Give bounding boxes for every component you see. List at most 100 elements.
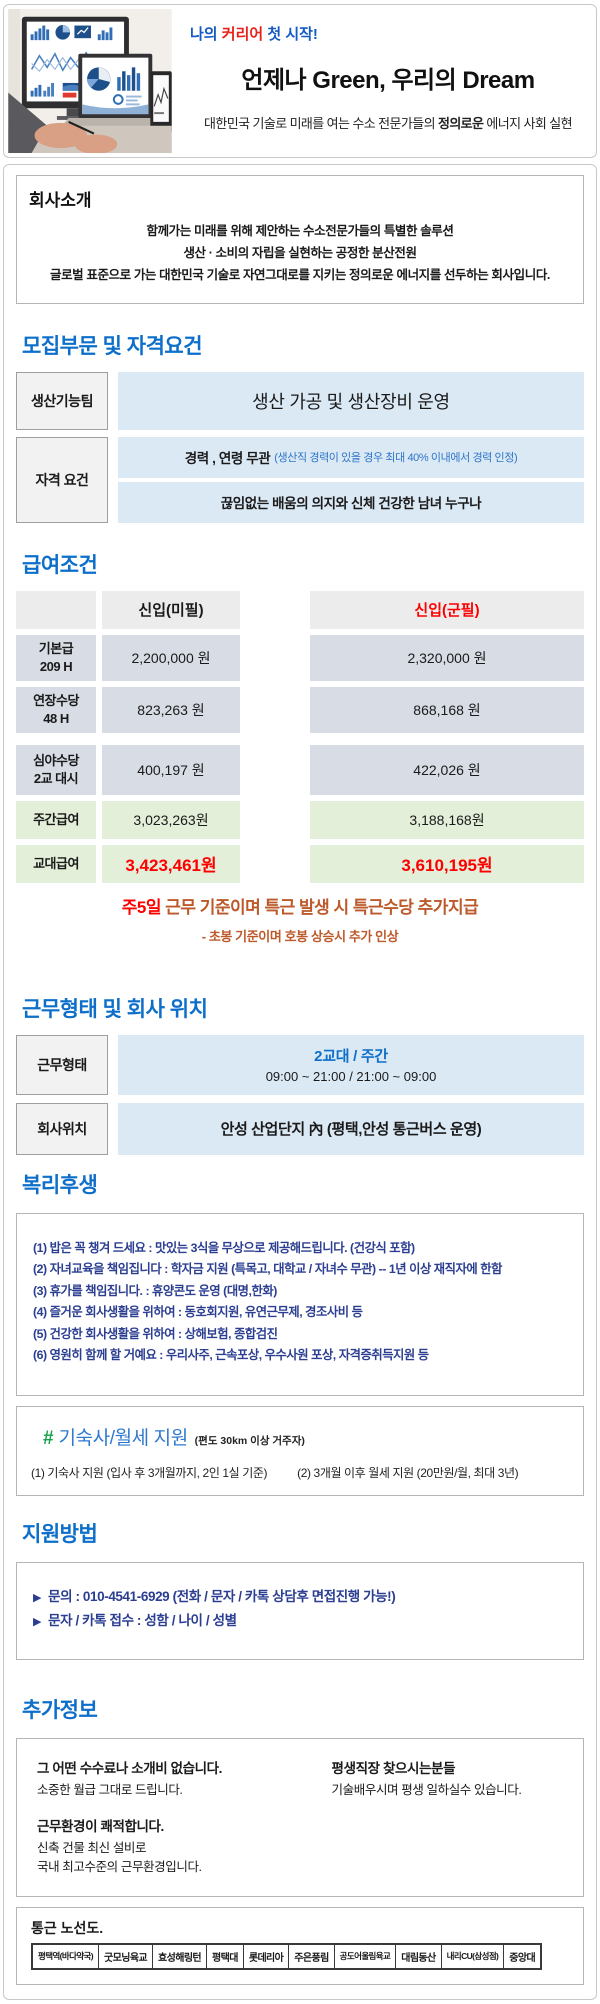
company-intro-title: 회사소개 <box>29 191 92 210</box>
route-stop-9: 내리CU(삼성점) <box>440 1943 505 1970</box>
route-stop-5: 롯데리아 <box>242 1943 290 1970</box>
night-label-line1: 심야수당 <box>33 753 79 769</box>
salary-row-shift-total: 교대급여 3,423,461원 3,610,195원 <box>16 844 584 883</box>
work-location-value: 안성 산업단지 內 (평택,안성 통근버스 운영) <box>118 1102 584 1155</box>
day-total-label: 주간급여 <box>16 800 96 839</box>
recruit-qual-values: 경력 , 연령 무관 (생산직 경력이 있을 경우 최대 40% 이내에서 경력 … <box>118 436 584 523</box>
tagline-part1: 나의 <box>190 26 222 43</box>
extra-section-title: 추가정보 <box>22 1699 98 1723</box>
salary-row-night: 심야수당 2교 대시 400,197 원 422,026 원 <box>16 744 584 795</box>
lifetime-job-title: 평생직장 찾으시는분들 <box>331 1761 456 1777</box>
benefit-item-6: (6) 영원히 함께 할 거예요 : 우리사주, 근속포상, 우수사원 포상, … <box>33 1348 429 1363</box>
overtime-label: 연장수당 48 H <box>16 686 96 733</box>
salary-header-row: 신입(미필) 신입(군필) <box>16 590 584 629</box>
extra-left-column: 그 어떤 수수료나 소개비 없습니다. 소중한 월급 그대로 드립니다. 근무환… <box>37 1757 332 1875</box>
tagline-part2: 커리어 <box>221 26 264 43</box>
route-stop-3: 효성해링턴 <box>152 1943 208 1970</box>
extra-no-fee-block: 그 어떤 수수료나 소개비 없습니다. 소중한 월급 그대로 드립니다. <box>37 1757 332 1799</box>
environment-body-1: 신축 건물 최신 설비로 <box>37 1841 147 1856</box>
recruit-team-row: 생산기능팀 생산 가공 및 생산장비 운영 <box>16 371 584 430</box>
night-value-a: 400,197 원 <box>102 744 240 795</box>
apply-box: ▶ 문의 : 010-4541-6929 (전화 / 문자 / 카톡 상담후 면접… <box>16 1561 584 1661</box>
work-type-value: 2교대 / 주간 09:00 ~ 21:00 / 21:00 ~ 09:00 <box>118 1034 584 1095</box>
salary-row-base: 기본급 209 H 2,200,000 원 2,320,000 원 <box>16 634 584 681</box>
header-text-block: 나의 커리어 첫 시작! 언제나 Green, 우리의 Dream 대한민국 기… <box>176 5 596 157</box>
overtime-value-b: 868,168 원 <box>310 686 584 733</box>
work-section-title: 근무형태 및 회사 위치 <box>22 997 208 1021</box>
recruit-team-label: 생산기능팀 <box>16 371 108 430</box>
benefit-item-4: (4) 즐거운 회사생활을 위하여 : 동호회지원, 유연근무제, 경조사비 등 <box>33 1305 363 1320</box>
salary-col-b-header: 신입(군필) <box>310 590 584 629</box>
work-type-row: 근무형태 2교대 / 주간 09:00 ~ 21:00 / 21:00 ~ 09… <box>16 1034 584 1095</box>
benefit-item-2: (2) 자녀교육을 책임집니다 : 학자금 지원 (특목고, 대학교 / 자녀수… <box>33 1262 502 1277</box>
benefits-section-title: 복리후생 <box>22 1173 98 1197</box>
main-content: 회사소개 함께가는 미래를 위해 제안하는 수소전문가들의 특별한 솔루션 생산… <box>3 164 597 2000</box>
extra-environment-block: 근무환경이 쾌적합니다. 신축 건물 최신 설비로 국내 최고수준의 근무환경입… <box>37 1815 332 1875</box>
salary-col-a-header: 신입(미필) <box>102 590 240 629</box>
recruit-qualification-row: 자격 요건 경력 , 연령 무관 (생산직 경력이 있을 경우 최대 40% 이내… <box>16 436 584 523</box>
intro-line-1: 함께가는 미래를 위해 제안하는 수소전문가들의 특별한 솔루션 <box>146 224 454 238</box>
salary-row-base-label: 기본급 209 H <box>16 634 96 681</box>
salary-column-gap <box>240 635 310 681</box>
extra-lifetime-block: 평생직장 찾으시는분들 기술배우시며 평생 일하실수 있습니다. <box>332 1757 563 1799</box>
base-label-line1: 기본급 <box>38 641 74 657</box>
shift-total-value-a: 3,423,461원 <box>102 844 240 883</box>
extra-info-box: 그 어떤 수수료나 소개비 없습니다. 소중한 월급 그대로 드립니다. 근무환… <box>16 1738 584 1897</box>
intro-line-3: 글로벌 표준으로 가는 대한민국 기술로 자연그대로를 지키는 정의로운 에너지… <box>49 267 550 282</box>
qual-line-2: 끊임없는 배움의 의지와 신체 건강한 남녀 누구나 <box>118 481 584 523</box>
environment-body-2: 국내 최고수준의 근무환경입니다. <box>37 1859 202 1874</box>
header-subtitle: 대한민국 기술로 미래를 여는 수소 전문가들의 정의로운 에너지 사회 실현 <box>190 113 586 132</box>
night-label-line2: 2교 대시 <box>33 770 79 786</box>
header-tagline: 나의 커리어 첫 시작! <box>190 23 586 44</box>
salary-column-gap <box>240 745 310 795</box>
arrow-bullet-icon: ▶ <box>33 1591 42 1604</box>
overtime-label-line1: 연장수당 <box>33 693 79 709</box>
office-charts-photo <box>4 5 176 157</box>
dormitory-box: # 기숙사/월세 지원 (편도 30km 이상 거주자) (1) 기숙사 지원 … <box>16 1405 584 1496</box>
apply-line-2: ▶ 문자 / 카톡 접수 : 성함 / 나이 / 성별 <box>33 1609 567 1633</box>
overtime-label-line2: 48 H <box>43 710 69 726</box>
apply-method-text: 문자 / 카톡 접수 : 성함 / 나이 / 성별 <box>48 1613 237 1629</box>
commute-route-table: 평택역(바다약국) 굿모닝육교 효성해링턴 평택대 롯데리아 주은풍림 공도어울… <box>31 1942 543 1970</box>
subtitle-part1: 대한민국 기술로 미래를 여는 수소 전문가들의 <box>204 116 438 131</box>
salary-table: 신입(미필) 신입(군필) 기본급 209 H 2,200,000 원 2,320… <box>16 590 584 883</box>
subtitle-part3: 에너지 사회 실현 <box>483 116 572 131</box>
salary-note-sub: - 초봉 기준이며 호봉 상승시 추가 인상 <box>201 928 399 944</box>
salary-column-gap <box>240 591 310 629</box>
work-hours-text: 09:00 ~ 21:00 / 21:00 ~ 09:00 <box>265 1069 437 1085</box>
work-location-text: 안성 산업단지 內 (평택,안성 통근버스 운영) <box>220 1121 482 1139</box>
recruit-section-title: 모집부문 및 자격요건 <box>22 334 203 358</box>
qual-line-1-note: (생산직 경력이 있을 경우 최대 40% 이내에서 경력 인정) <box>274 452 518 465</box>
no-fee-body: 소중한 월급 그대로 드립니다. <box>37 1783 183 1798</box>
base-value-b: 2,320,000 원 <box>310 634 584 681</box>
benefit-item-5: (5) 건강한 회사생활을 위하여 : 상해보험, 종합검진 <box>33 1326 278 1341</box>
tagline-part3: 첫 시작! <box>263 26 318 43</box>
dormitory-title: 기숙사/월세 지원 <box>53 1427 193 1449</box>
salary-column-gap <box>240 687 310 733</box>
header-main-title: 언제나 Green, 우리의 Dream <box>241 67 535 94</box>
day-total-value-a: 3,023,263원 <box>102 800 240 839</box>
benefit-item-3: (3) 휴가를 책임집니다. : 휴양콘도 운영 (대명,한화) <box>33 1283 277 1298</box>
night-value-b: 422,026 원 <box>310 744 584 795</box>
route-stop-7: 공도어울림육교 <box>333 1943 397 1970</box>
shift-total-label: 교대급여 <box>16 844 96 883</box>
salary-row-day-total: 주간급여 3,023,263원 3,188,168원 <box>16 800 584 839</box>
apply-section-title: 지원방법 <box>22 1522 98 1546</box>
dormitory-item-2: (2) 3개월 이후 월세 지원 (20만원/월, 최대 3년) <box>297 1465 519 1480</box>
salary-note-red: 주5일 <box>121 897 162 917</box>
commute-route-row: 평택역(바다약국) 굿모닝육교 효성해링턴 평택대 롯데리아 주은풍림 공도어울… <box>31 1943 542 1970</box>
apply-line-1: ▶ 문의 : 010-4541-6929 (전화 / 문자 / 카톡 상담후 면접… <box>33 1585 567 1609</box>
company-intro-text: 함께가는 미래를 위해 제안하는 수소전문가들의 특별한 솔루션 생산 · 소비… <box>29 221 571 287</box>
intro-line-2: 생산 · 소비의 자립을 실현하는 공정한 분산전원 <box>183 245 417 260</box>
work-type-label: 근무형태 <box>16 1034 108 1095</box>
dormitory-title-line: # 기숙사/월세 지원 (편도 30km 이상 거주자) <box>43 1423 569 1450</box>
route-stop-4: 평택대 <box>206 1943 244 1970</box>
environment-title: 근무환경이 쾌적합니다. <box>37 1819 164 1835</box>
qual-line-1: 경력 , 연령 무관 (생산직 경력이 있을 경우 최대 40% 이내에서 경력 … <box>118 436 584 478</box>
arrow-bullet-icon: ▶ <box>33 1616 42 1629</box>
route-stop-1: 평택역(바다약국) <box>31 1943 100 1970</box>
subtitle-part2: 정의로운 <box>437 116 484 131</box>
salary-column-gap <box>240 845 310 883</box>
no-fee-title: 그 어떤 수수료나 소개비 없습니다. <box>37 1761 223 1777</box>
